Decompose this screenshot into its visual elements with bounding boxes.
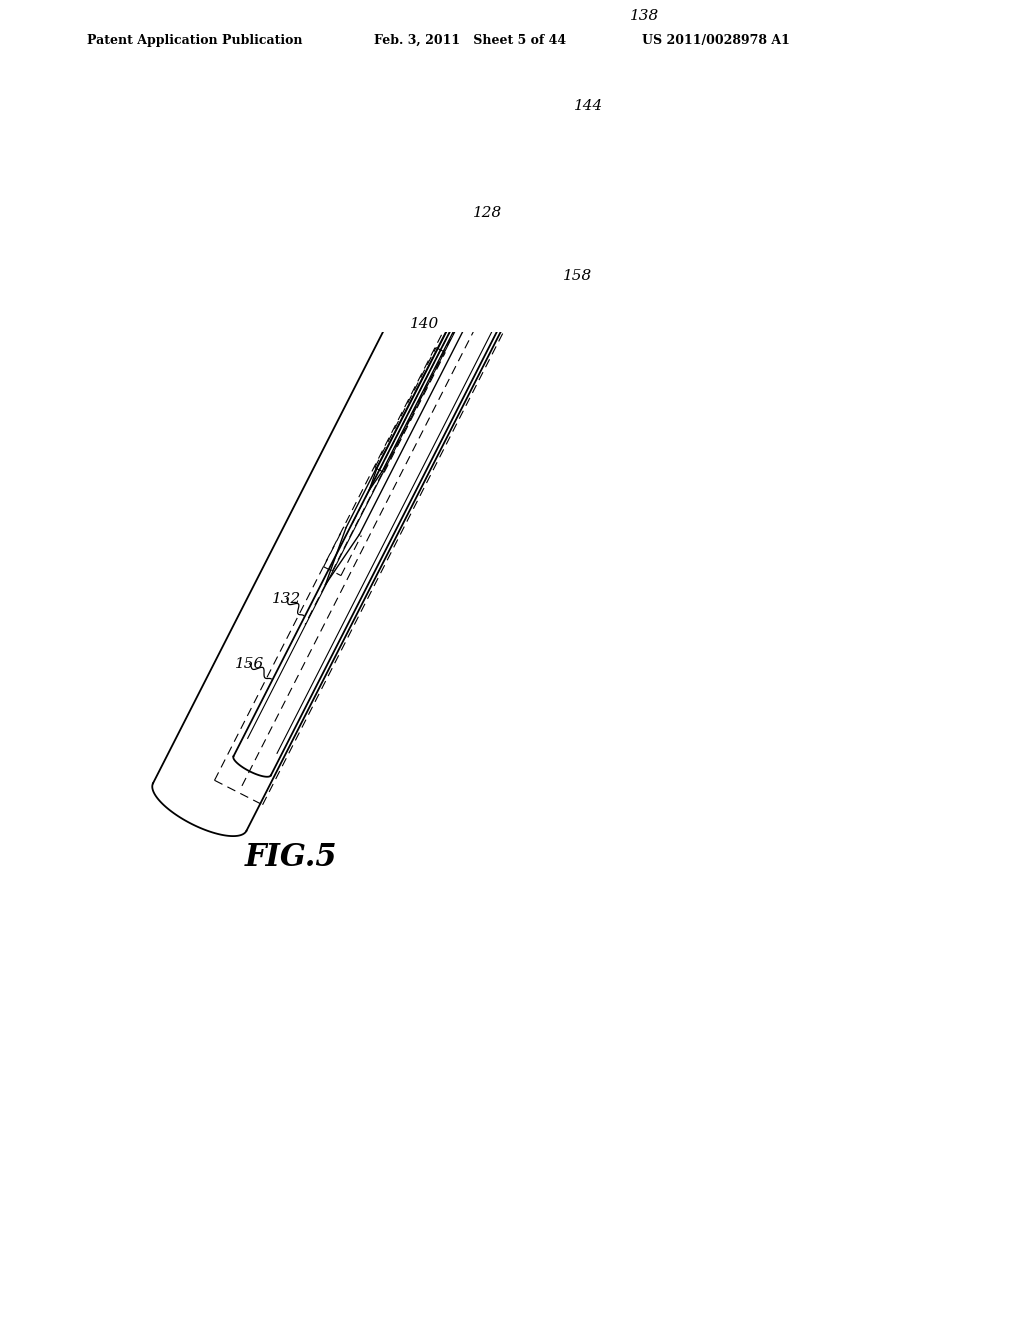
Text: 156: 156 [234, 656, 264, 671]
Text: 144: 144 [573, 99, 603, 114]
Text: 140: 140 [410, 317, 439, 331]
Text: US 2011/0028978 A1: US 2011/0028978 A1 [642, 33, 790, 46]
Text: 138: 138 [630, 9, 659, 22]
Text: 132: 132 [272, 591, 301, 606]
Circle shape [501, 260, 513, 272]
Text: Feb. 3, 2011   Sheet 5 of 44: Feb. 3, 2011 Sheet 5 of 44 [374, 33, 566, 46]
Text: 158: 158 [563, 269, 592, 282]
Text: 128: 128 [473, 206, 502, 220]
Text: FIG.5: FIG.5 [245, 842, 338, 874]
Text: Patent Application Publication: Patent Application Publication [87, 33, 302, 46]
